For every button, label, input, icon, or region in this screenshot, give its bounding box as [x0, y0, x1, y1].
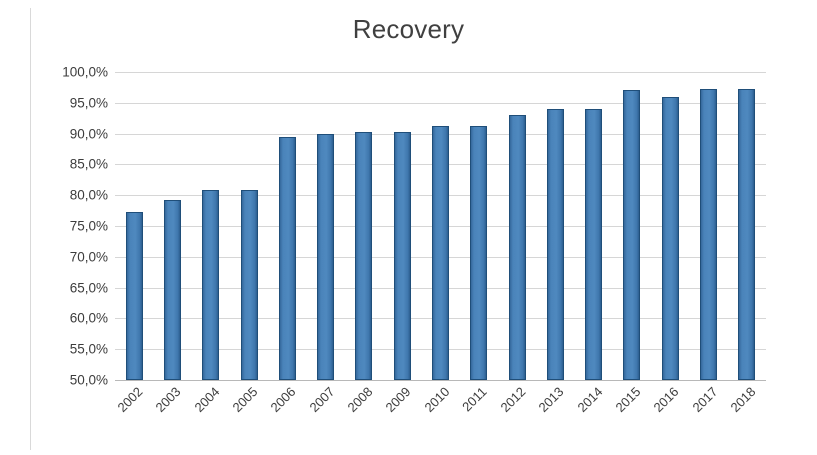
y-axis-tick-label: 80,0%: [69, 187, 108, 203]
bar-2007: [317, 133, 335, 380]
x-axis-tick-label-2014: 2014: [574, 384, 606, 416]
y-axis-tick-label: 90,0%: [69, 126, 108, 142]
bar-series: [115, 72, 766, 380]
bar-2015: [623, 90, 641, 380]
x-axis-tick-labels: 2002 2003 2004 2005 2006 2007 2008 2009 2010 2011…: [115, 384, 766, 450]
y-axis-tick-label: 100,0%: [62, 64, 108, 80]
x-axis-tick-label-2002: 2002: [114, 384, 146, 416]
x-axis-tick-label-2017: 2017: [689, 384, 721, 416]
x-axis-line: [115, 380, 766, 381]
bar-2005: [240, 190, 258, 380]
x-axis-tick-label-2004: 2004: [191, 384, 223, 416]
gridline: [115, 72, 766, 73]
x-axis-tick-label-2018: 2018: [727, 384, 759, 416]
bar-2008: [355, 132, 373, 380]
y-axis-tick-label: 85,0%: [69, 156, 108, 172]
x-axis-tick-label-2012: 2012: [497, 384, 529, 416]
x-axis-tick-label-2003: 2003: [152, 384, 184, 416]
chart-frame-left-border: [30, 8, 31, 450]
x-axis-tick-label-2015: 2015: [612, 384, 644, 416]
bar-2011: [470, 125, 488, 380]
x-axis-tick-label-2008: 2008: [344, 384, 376, 416]
plot-area: [115, 72, 766, 381]
y-axis-tick-label: 70,0%: [69, 249, 108, 265]
bar-2009: [393, 132, 411, 380]
y-axis-tick-label: 50,0%: [69, 372, 108, 388]
bar-2004: [202, 190, 220, 380]
bar-2010: [432, 126, 449, 380]
bar-2012: [508, 115, 526, 380]
bar-2002: [125, 212, 143, 380]
x-axis-tick-label-2011: 2011: [458, 384, 490, 415]
y-axis-tick-label: 60,0%: [69, 310, 108, 326]
x-axis-tick-label-2006: 2006: [267, 384, 299, 416]
bar-2017: [700, 89, 718, 380]
y-axis-tick-labels: 100,0% 95,0% 90,0% 85,0% 80,0% 75,0% 70,0% 65,0…: [25, 65, 108, 388]
bar-2013: [546, 108, 564, 380]
gridline: [115, 102, 766, 104]
y-axis-tick-label: 75,0%: [69, 218, 108, 234]
bar-2003: [163, 200, 181, 380]
y-axis-tick-label: 55,0%: [69, 341, 108, 357]
x-axis-tick-label-2005: 2005: [229, 384, 261, 416]
bar-2016: [661, 96, 679, 380]
x-axis-tick-label-2010: 2010: [420, 384, 453, 416]
chart-title: Recovery: [352, 14, 465, 44]
y-axis-tick-label: 95,0%: [69, 95, 108, 111]
bar-2018: [738, 89, 756, 380]
x-axis-tick-label-2013: 2013: [535, 384, 567, 416]
x-axis-tick-label-2007: 2007: [306, 384, 338, 416]
bar-2014: [585, 108, 603, 380]
x-axis-tick-label-2016: 2016: [650, 384, 682, 416]
bar-2006: [278, 136, 296, 380]
x-axis-tick-label-2009: 2009: [382, 384, 414, 416]
y-axis-tick-label: 65,0%: [69, 280, 108, 296]
